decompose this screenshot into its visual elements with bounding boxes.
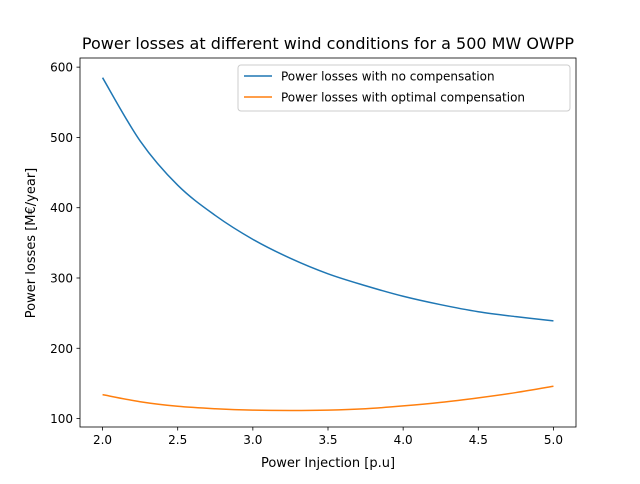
legend-label-2: Power losses with optimal compensation <box>281 91 525 105</box>
y-tick-label: 400 <box>50 201 73 215</box>
x-tick-label: 2.0 <box>93 433 112 447</box>
plot-area: 2.0 2.5 3.0 3.5 4.0 4.5 5.0 100 200 300 400 500 600 <box>50 57 577 447</box>
legend-label-1: Power losses with no compensation <box>281 70 495 84</box>
x-tick-label: 4.0 <box>394 433 413 447</box>
y-tick-label: 300 <box>50 271 73 285</box>
y-tick-label: 100 <box>50 412 73 426</box>
x-axis-label: Power Injection [p.u] <box>261 456 395 471</box>
chart-title: Power losses at different wind condition… <box>82 34 575 53</box>
x-tick-label: 3.0 <box>243 433 262 447</box>
legend: Power losses with no compensation Power l… <box>237 64 571 112</box>
y-tick-label: 600 <box>50 61 73 75</box>
y-tick-label: 500 <box>50 131 73 145</box>
x-tick-label: 3.5 <box>318 433 337 447</box>
y-axis-label: Power losses [M€/year] <box>24 168 39 318</box>
y-tick-label: 200 <box>50 342 73 356</box>
x-tick-label: 5.0 <box>544 433 563 447</box>
series-line-1 <box>101 77 554 322</box>
x-tick-label: 4.5 <box>469 433 488 447</box>
x-tick-label: 2.5 <box>168 433 187 447</box>
series-line-2 <box>102 385 554 412</box>
legend-box <box>237 64 571 112</box>
